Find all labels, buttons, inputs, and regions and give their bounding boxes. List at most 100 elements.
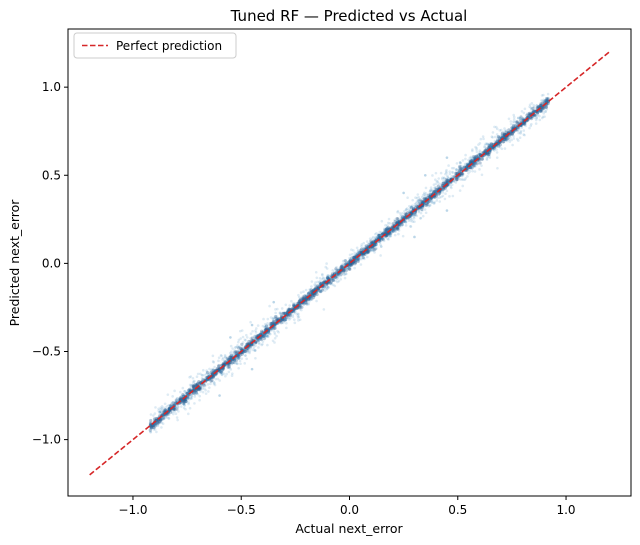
scatter-point: [322, 280, 326, 284]
scatter-point: [183, 398, 187, 402]
scatter-point: [523, 107, 527, 111]
scatter-point: [356, 258, 360, 262]
scatter-point: [536, 111, 540, 115]
scatter-point: [270, 327, 274, 331]
scatter-point: [187, 390, 191, 393]
scatter-point: [448, 181, 452, 185]
scatter-point: [361, 255, 365, 260]
scatter-point: [326, 275, 330, 279]
scatter-point: [196, 372, 200, 376]
scatter-point: [293, 302, 297, 305]
scatter-point: [519, 131, 523, 134]
scatter-point: [304, 301, 308, 305]
scatter-point: [189, 387, 192, 391]
scatter-point: [198, 381, 203, 386]
scatter-point: [158, 410, 161, 414]
scatter-point: [193, 382, 198, 387]
scatter-point: [201, 378, 205, 382]
scatter-point: [422, 202, 427, 206]
scatter-point: [230, 361, 234, 365]
scatter-point: [189, 385, 193, 389]
scatter-point: [159, 418, 163, 422]
scatter-point: [517, 131, 520, 135]
scatter-point: [501, 140, 505, 144]
scatter-point: [188, 387, 192, 391]
scatter-point: [359, 247, 364, 251]
scatter-point: [157, 422, 161, 425]
scatter-point: [160, 407, 163, 411]
scatter-point: [487, 143, 491, 147]
scatter-point: [527, 111, 532, 115]
scatter-point: [397, 232, 400, 236]
scatter-point: [182, 394, 185, 397]
scatter-point: [427, 204, 431, 208]
scatter-point: [308, 296, 312, 300]
scatter-point: [279, 314, 284, 318]
scatter-point: [529, 116, 532, 120]
scatter-point: [327, 285, 330, 289]
scatter-point: [236, 353, 240, 358]
scatter-point: [310, 296, 313, 300]
scatter-point: [414, 206, 418, 210]
scatter-point: [350, 262, 354, 266]
scatter-point: [190, 397, 193, 400]
scatter-point: [237, 356, 241, 360]
scatter-point: [502, 134, 506, 138]
scatter-point: [214, 373, 218, 377]
scatter-point: [471, 149, 474, 153]
scatter-point: [468, 170, 472, 173]
scatter-point: [245, 350, 249, 354]
scatter-point: [475, 154, 479, 158]
scatter-point: [216, 377, 220, 381]
scatter-point: [516, 129, 520, 132]
scatter-point: [235, 362, 239, 365]
axes: −1.0 −0.5 0.0 0.5 1.0−1.0−0.50.00.51.0: [32, 28, 632, 517]
scatter-point: [262, 334, 266, 338]
scatter-point: [412, 216, 416, 220]
scatter-point: [230, 350, 233, 353]
scatter-point: [412, 215, 416, 219]
scatter-point: [217, 368, 221, 372]
scatter-point: [533, 109, 537, 113]
scatter-point: [292, 308, 296, 313]
scatter-point: [495, 139, 500, 144]
scatter-point: [263, 335, 267, 339]
scatter-point: [184, 399, 188, 404]
scatter-point: [167, 409, 171, 413]
scatter-point: [171, 412, 175, 416]
scatter-point: [546, 92, 550, 96]
scatter-point: [209, 371, 213, 375]
scatter-point: [149, 430, 153, 434]
scatter-point: [248, 351, 251, 355]
scatter-point: [279, 312, 283, 316]
scatter-point: [403, 210, 406, 213]
scatter-point: [229, 355, 233, 360]
scatter-point: [451, 171, 455, 174]
scatter-point: [271, 317, 275, 321]
scatter-point: [319, 281, 323, 286]
scatter-point: [173, 401, 177, 405]
scatter-point: [539, 102, 543, 106]
scatter-point: [155, 430, 158, 434]
scatter-point: [159, 410, 162, 414]
scatter-point: [528, 105, 531, 109]
scatter-point: [315, 290, 319, 294]
scatter-point: [325, 283, 329, 287]
scatter-point: [240, 352, 244, 356]
scatter-point: [197, 387, 201, 391]
scatter-point: [187, 396, 190, 399]
scatter-point: [445, 156, 449, 159]
scatter-point: [319, 281, 323, 285]
scatter-point: [311, 295, 316, 299]
scatter-point: [486, 142, 490, 146]
scatter-point: [186, 393, 190, 397]
scatter-point: [521, 118, 524, 122]
scatter-point: [441, 189, 444, 192]
scatter-point: [435, 199, 439, 202]
scatter-point: [238, 345, 241, 349]
scatter-point: [258, 337, 263, 341]
scatter-point: [441, 188, 445, 192]
scatter-point: [484, 142, 488, 146]
scatter-point: [463, 178, 467, 182]
